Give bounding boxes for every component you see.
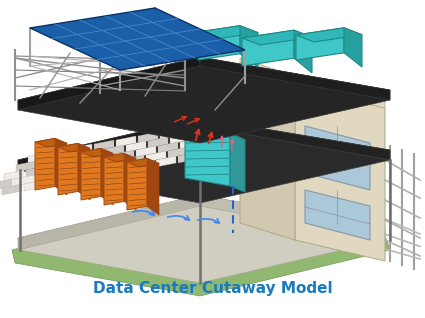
Polygon shape <box>35 138 55 190</box>
Polygon shape <box>190 143 210 154</box>
Polygon shape <box>70 158 90 169</box>
Polygon shape <box>90 168 110 179</box>
Polygon shape <box>36 171 56 182</box>
Polygon shape <box>78 143 90 200</box>
Polygon shape <box>2 184 22 195</box>
Polygon shape <box>58 143 90 152</box>
Polygon shape <box>138 132 158 143</box>
Polygon shape <box>30 8 245 70</box>
Polygon shape <box>127 158 147 210</box>
Polygon shape <box>114 150 134 161</box>
Polygon shape <box>104 153 124 205</box>
Polygon shape <box>116 136 136 147</box>
Polygon shape <box>134 160 154 171</box>
Polygon shape <box>240 68 295 240</box>
Polygon shape <box>35 138 67 147</box>
Polygon shape <box>18 195 200 250</box>
Polygon shape <box>60 153 80 164</box>
Polygon shape <box>102 159 122 170</box>
Polygon shape <box>240 58 385 108</box>
Polygon shape <box>18 118 200 170</box>
Polygon shape <box>146 151 166 162</box>
Polygon shape <box>126 141 146 152</box>
Polygon shape <box>185 125 245 140</box>
Polygon shape <box>178 152 198 163</box>
Polygon shape <box>214 125 234 136</box>
Polygon shape <box>160 128 180 139</box>
Polygon shape <box>94 140 114 151</box>
Polygon shape <box>50 148 70 159</box>
Polygon shape <box>296 28 344 60</box>
Polygon shape <box>305 190 370 240</box>
Polygon shape <box>92 154 112 165</box>
Polygon shape <box>192 129 212 140</box>
Polygon shape <box>305 126 370 190</box>
Polygon shape <box>294 30 312 73</box>
Polygon shape <box>38 157 58 168</box>
Polygon shape <box>127 158 159 167</box>
Polygon shape <box>18 57 390 143</box>
Polygon shape <box>180 138 200 149</box>
Polygon shape <box>18 118 390 203</box>
Polygon shape <box>240 26 258 67</box>
Polygon shape <box>168 147 188 158</box>
Polygon shape <box>82 149 102 160</box>
Polygon shape <box>204 120 224 131</box>
Polygon shape <box>101 149 113 205</box>
Polygon shape <box>48 162 68 173</box>
Polygon shape <box>182 124 202 135</box>
Polygon shape <box>104 153 136 162</box>
Polygon shape <box>68 172 88 183</box>
Polygon shape <box>104 145 124 156</box>
Polygon shape <box>18 57 200 110</box>
Polygon shape <box>156 156 176 167</box>
Polygon shape <box>295 86 385 261</box>
Polygon shape <box>26 166 46 177</box>
Polygon shape <box>200 195 385 240</box>
Polygon shape <box>158 142 178 153</box>
Polygon shape <box>55 138 67 195</box>
Polygon shape <box>80 163 100 174</box>
Polygon shape <box>242 30 294 66</box>
Polygon shape <box>18 195 385 283</box>
Polygon shape <box>58 143 78 195</box>
Polygon shape <box>242 30 312 45</box>
Polygon shape <box>185 125 230 186</box>
Polygon shape <box>148 137 168 148</box>
Polygon shape <box>12 203 390 296</box>
Polygon shape <box>28 152 48 163</box>
Polygon shape <box>58 167 78 178</box>
Polygon shape <box>112 164 132 175</box>
Text: Data Center Cutaway Model: Data Center Cutaway Model <box>93 280 333 295</box>
Polygon shape <box>0 179 12 190</box>
Polygon shape <box>14 175 34 186</box>
Polygon shape <box>124 153 136 210</box>
Polygon shape <box>72 144 92 155</box>
Polygon shape <box>136 146 156 157</box>
Polygon shape <box>170 133 190 144</box>
Polygon shape <box>230 133 245 192</box>
Polygon shape <box>296 28 362 42</box>
Polygon shape <box>198 26 240 60</box>
Polygon shape <box>81 149 113 157</box>
Polygon shape <box>200 118 390 160</box>
Polygon shape <box>4 170 24 181</box>
Polygon shape <box>16 161 36 172</box>
Polygon shape <box>198 26 258 39</box>
Polygon shape <box>200 57 390 100</box>
Polygon shape <box>24 180 44 191</box>
Polygon shape <box>202 134 222 145</box>
Polygon shape <box>81 149 101 200</box>
Polygon shape <box>46 176 66 187</box>
Polygon shape <box>344 28 362 67</box>
Polygon shape <box>147 158 159 215</box>
Polygon shape <box>226 116 246 127</box>
Polygon shape <box>124 155 144 166</box>
